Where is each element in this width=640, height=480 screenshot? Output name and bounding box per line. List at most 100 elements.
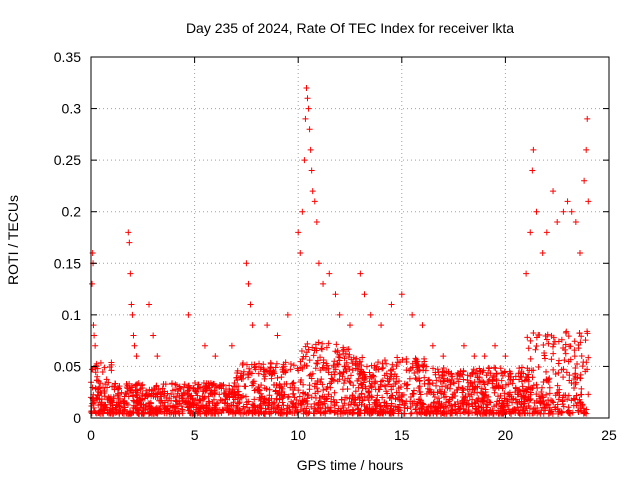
data-point xyxy=(130,332,137,339)
data-point xyxy=(421,374,428,381)
data-point xyxy=(129,311,136,318)
data-point xyxy=(568,208,575,215)
data-point xyxy=(142,392,149,399)
data-point xyxy=(574,400,581,407)
data-point xyxy=(203,404,210,411)
data-point xyxy=(483,404,490,411)
data-point xyxy=(522,409,529,416)
data-point xyxy=(441,369,448,376)
data-point xyxy=(488,409,495,416)
data-point xyxy=(421,358,428,365)
data-point xyxy=(297,400,304,407)
data-point xyxy=(110,383,117,390)
data-point xyxy=(501,390,508,397)
data-point xyxy=(540,379,547,386)
data-point xyxy=(179,392,186,399)
data-point xyxy=(498,403,505,410)
data-point xyxy=(579,363,586,370)
data-point xyxy=(527,396,534,403)
data-point xyxy=(139,410,146,417)
data-point xyxy=(452,409,459,416)
data-point xyxy=(509,380,516,387)
data-point xyxy=(378,378,385,385)
data-point xyxy=(312,365,319,372)
data-point xyxy=(534,384,541,391)
data-point xyxy=(210,380,217,387)
data-point xyxy=(584,330,591,337)
data-point xyxy=(525,371,532,378)
data-point xyxy=(243,401,250,408)
data-point xyxy=(559,397,566,404)
data-point xyxy=(103,376,110,383)
data-point xyxy=(295,367,302,374)
data-point xyxy=(338,408,345,415)
data-point xyxy=(107,409,114,416)
data-point xyxy=(222,396,229,403)
data-point xyxy=(245,280,252,287)
data-point xyxy=(240,392,247,399)
data-point xyxy=(543,229,550,236)
data-point xyxy=(476,365,483,372)
data-point xyxy=(503,396,510,403)
data-point xyxy=(241,383,248,390)
data-point xyxy=(550,366,557,373)
data-point xyxy=(433,377,440,384)
x-tick-label: 5 xyxy=(191,427,199,443)
data-point xyxy=(564,396,571,403)
data-point xyxy=(502,353,509,360)
data-point xyxy=(583,406,590,413)
data-point xyxy=(308,375,315,382)
data-point xyxy=(413,402,420,409)
data-point xyxy=(92,369,99,376)
data-point xyxy=(303,362,310,369)
data-point xyxy=(362,375,369,382)
data-point xyxy=(470,366,477,373)
data-point xyxy=(441,378,448,385)
data-point xyxy=(578,352,585,359)
data-point xyxy=(416,409,423,416)
data-point xyxy=(318,376,325,383)
data-point xyxy=(542,405,549,412)
data-point xyxy=(493,371,500,378)
data-point xyxy=(485,364,492,371)
data-point xyxy=(245,398,252,405)
data-point xyxy=(412,406,419,413)
data-point xyxy=(315,260,322,267)
data-point xyxy=(246,369,253,376)
data-point xyxy=(109,402,116,409)
data-point xyxy=(239,361,246,368)
data-point xyxy=(290,362,297,369)
data-point xyxy=(335,405,342,412)
data-point xyxy=(298,376,305,383)
data-point xyxy=(261,375,268,382)
data-point xyxy=(271,381,278,388)
data-point xyxy=(467,379,474,386)
data-point xyxy=(256,403,263,410)
data-point xyxy=(570,402,577,409)
data-point xyxy=(344,375,351,382)
data-point xyxy=(454,386,461,393)
data-point xyxy=(340,350,347,357)
data-point xyxy=(316,395,323,402)
data-point xyxy=(134,405,141,412)
data-point xyxy=(492,365,499,372)
data-point xyxy=(395,408,402,415)
data-point xyxy=(280,394,287,401)
data-point xyxy=(226,391,233,398)
data-point xyxy=(192,380,199,387)
data-point xyxy=(143,402,150,409)
data-point xyxy=(102,381,109,388)
data-point xyxy=(435,369,442,376)
data-point xyxy=(554,382,561,389)
data-point xyxy=(316,404,323,411)
data-point xyxy=(319,381,326,388)
data-point xyxy=(454,375,461,382)
data-point xyxy=(134,381,141,388)
x-tick-label: 20 xyxy=(498,427,514,443)
data-point xyxy=(535,331,542,338)
data-point xyxy=(341,400,348,407)
data-point xyxy=(286,404,293,411)
data-point xyxy=(388,301,395,308)
data-point xyxy=(440,353,447,360)
data-point xyxy=(585,198,592,205)
